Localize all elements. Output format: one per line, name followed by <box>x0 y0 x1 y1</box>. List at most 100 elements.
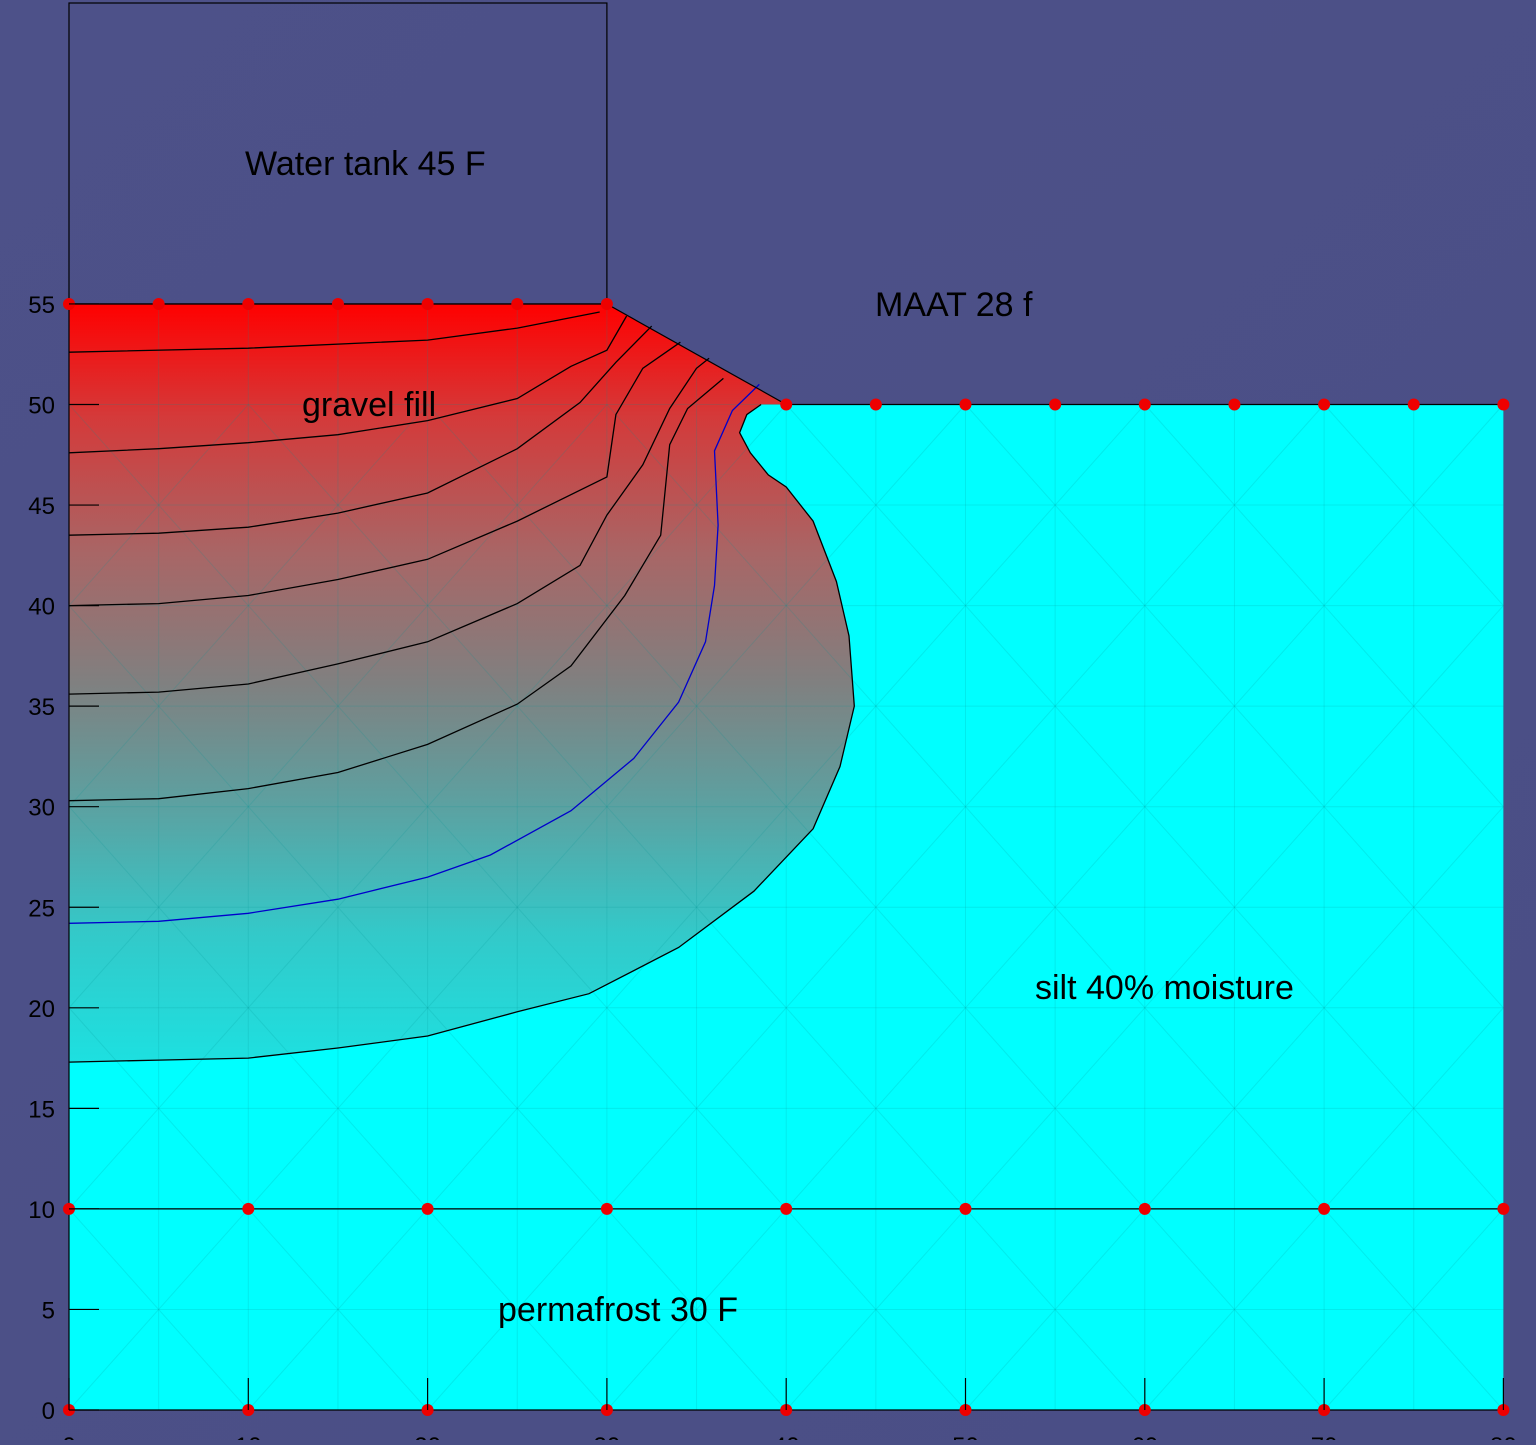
mesh-line <box>427 1208 608 1411</box>
boundary-node <box>1318 1202 1331 1215</box>
contour-line-6 <box>68 377 724 802</box>
mesh-line <box>1144 404 1325 606</box>
mesh-line <box>606 1208 787 1411</box>
mesh-line <box>427 404 608 606</box>
mesh-line <box>1323 1208 1504 1411</box>
boundary-node <box>242 297 255 310</box>
mesh-line <box>68 806 249 1009</box>
mesh-line <box>427 1007 608 1210</box>
mesh-line <box>965 806 1146 1009</box>
contour-line-7 <box>68 383 760 924</box>
mesh-line <box>606 605 787 808</box>
mesh-line <box>247 1208 428 1411</box>
x-tick-label: 10 <box>235 1433 262 1440</box>
x-tick-label: 0 <box>62 1433 75 1440</box>
x-tick-label: 30 <box>594 1433 621 1440</box>
contour-line-5 <box>68 357 710 695</box>
mesh-line <box>1323 1007 1504 1210</box>
mesh-line <box>785 605 966 808</box>
mesh-line <box>965 1208 1146 1411</box>
mesh-line <box>1323 1007 1504 1210</box>
mesh-line <box>965 605 1146 808</box>
mesh-line <box>785 806 966 1009</box>
contour-line-4 <box>68 341 681 607</box>
mesh-line <box>606 806 787 1009</box>
mesh-line <box>785 1208 966 1411</box>
mesh-line <box>606 404 787 606</box>
y-tick-label: 20 <box>28 996 55 1023</box>
boundary-node <box>780 398 793 411</box>
boundary-node <box>869 398 882 411</box>
mesh-line <box>965 806 1146 1009</box>
mesh-line <box>247 806 428 1009</box>
mesh-line <box>427 1208 608 1411</box>
mesh-line <box>785 404 966 606</box>
mesh-line <box>427 1007 608 1210</box>
mesh-line <box>785 1007 966 1210</box>
mesh-line <box>247 404 428 606</box>
mesh-line <box>247 806 428 1009</box>
mesh-line <box>1144 605 1325 808</box>
x-tick-label: 50 <box>952 1433 979 1440</box>
mesh-line <box>606 1007 787 1210</box>
x-tick-label: 70 <box>1311 1433 1338 1440</box>
boundary-node <box>511 297 524 310</box>
mesh-line <box>68 605 249 808</box>
maat-label: MAAT 28 f <box>875 286 1033 324</box>
boundary-node <box>780 1202 793 1215</box>
x-tick-label: 40 <box>773 1433 800 1440</box>
mesh-line <box>785 1007 966 1210</box>
mesh-line <box>427 404 608 606</box>
y-tick-label: 5 <box>42 1297 55 1324</box>
mesh-line <box>1144 806 1325 1009</box>
y-tick-label: 15 <box>28 1096 55 1123</box>
mesh-line <box>965 1007 1146 1210</box>
mesh-line <box>1323 806 1504 1009</box>
mesh-line <box>1144 1007 1325 1210</box>
mesh-line <box>785 806 966 1009</box>
x-tick-label: 60 <box>1131 1433 1158 1440</box>
boundary-node <box>331 297 344 310</box>
silt-label: silt 40% moisture <box>1035 969 1294 1007</box>
boundary-node <box>421 297 434 310</box>
mesh-line <box>606 404 787 606</box>
boundary-node <box>1049 398 1062 411</box>
mesh-line <box>1144 605 1325 808</box>
mesh-line <box>247 1007 428 1210</box>
mesh-line <box>247 1007 428 1210</box>
contour-line-8 <box>68 403 855 1063</box>
mesh-line <box>68 404 249 606</box>
mesh-line <box>606 605 787 808</box>
mesh-line <box>1323 605 1504 808</box>
mesh-line <box>1144 1208 1325 1411</box>
mesh-line <box>606 806 787 1009</box>
thaw-bulb-fill <box>69 304 855 1063</box>
contour-line-2 <box>68 315 628 454</box>
y-tick-label: 10 <box>28 1197 55 1224</box>
boundary-node <box>959 398 972 411</box>
mesh-line <box>965 1007 1146 1210</box>
mesh-line <box>427 605 608 808</box>
mesh-line <box>965 404 1146 606</box>
mesh-line <box>965 1208 1146 1411</box>
mesh-line <box>785 1208 966 1411</box>
mesh-line <box>606 1007 787 1210</box>
boundary-node <box>152 297 165 310</box>
y-tick-label: 50 <box>28 393 55 420</box>
y-tick-label: 0 <box>42 1398 55 1425</box>
boundary-node <box>1497 398 1510 411</box>
mesh-line <box>1144 1007 1325 1210</box>
tank-label: Water tank 45 F <box>245 145 486 183</box>
contour-line-1 <box>68 311 600 353</box>
mesh-line <box>1323 605 1504 808</box>
boundary-node <box>959 1202 972 1215</box>
gravel-fill-label: gravel fill <box>302 386 436 424</box>
mesh-line <box>1323 404 1504 606</box>
mesh-line <box>1144 806 1325 1009</box>
x-tick-label: 20 <box>414 1433 441 1440</box>
mesh-line <box>965 404 1146 606</box>
boundary-node <box>1138 398 1151 411</box>
mesh-line <box>68 404 249 606</box>
mesh-line <box>68 1208 249 1411</box>
